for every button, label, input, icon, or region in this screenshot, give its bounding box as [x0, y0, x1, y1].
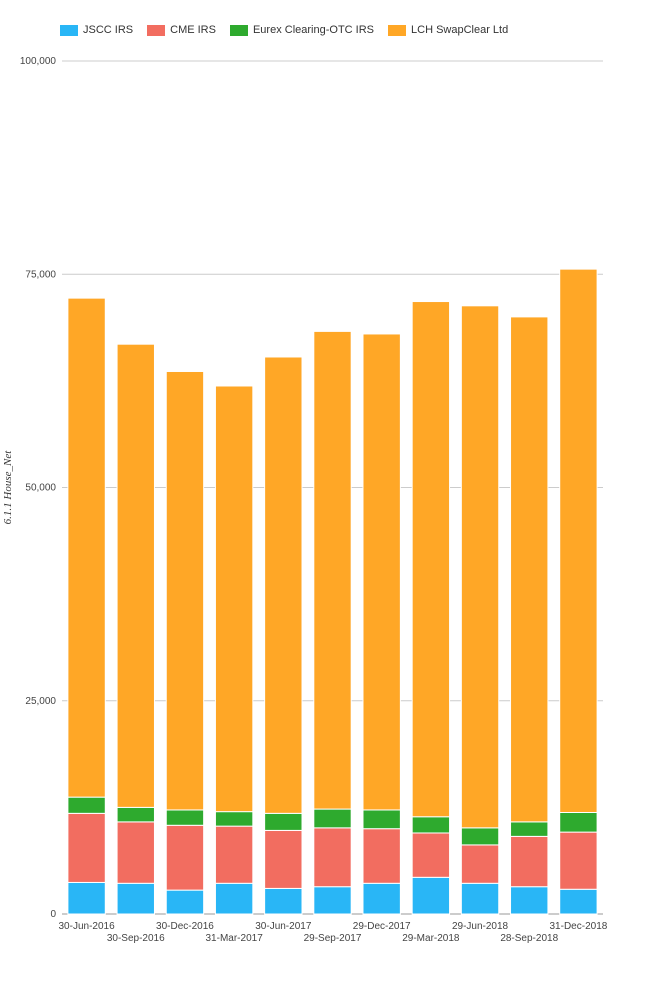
bar-segment[interactable] [214, 811, 254, 827]
legend-item[interactable]: Eurex Clearing-OTC IRS [229, 24, 375, 36]
x-tick-label: 30-Sep-2016 [107, 933, 165, 944]
bar-segment[interactable] [165, 370, 205, 811]
bar-segment[interactable] [116, 343, 155, 808]
x-tick-label: 29-Jun-2018 [452, 921, 509, 932]
legend-swatch [60, 24, 78, 36]
legend-item[interactable]: JSCC IRS [60, 24, 133, 36]
x-tick-label: 28-Sep-2018 [500, 933, 558, 944]
bar-segment[interactable] [362, 882, 401, 915]
x-tick-label: 30-Dec-2016 [156, 921, 214, 932]
y-tick-label: 100,000 [20, 56, 57, 67]
bar-segment[interactable] [362, 809, 401, 830]
bar-segment[interactable] [362, 333, 401, 811]
bar-segment[interactable] [559, 268, 598, 813]
bar-segment[interactable] [165, 809, 205, 826]
legend-label: JSCC IRS [83, 24, 134, 36]
y-tick-label: 50,000 [25, 483, 56, 494]
y-tick-label: 75,000 [25, 269, 56, 280]
bar-segment[interactable] [460, 844, 500, 884]
x-tick-label: 30-Jun-2017 [255, 921, 312, 932]
bar-groups [67, 268, 598, 915]
bar-segment[interactable] [313, 886, 352, 915]
x-tick-label: 29-Sep-2017 [304, 933, 362, 944]
legend-label: CME IRS [170, 24, 216, 36]
legend-swatch [388, 24, 407, 36]
x-tick-label: 29-Mar-2018 [402, 933, 460, 944]
bar-segment[interactable] [264, 829, 303, 889]
bar-segment[interactable] [165, 889, 205, 915]
bar-segment[interactable] [214, 882, 254, 915]
bar-segment[interactable] [214, 385, 254, 813]
bar-segment[interactable] [510, 886, 549, 915]
y-tick-label: 0 [50, 909, 56, 920]
x-tick-label: 31-Dec-2018 [550, 921, 608, 932]
bar-segment[interactable] [67, 881, 106, 915]
bar-segment[interactable] [116, 882, 155, 915]
bar-segment[interactable] [313, 827, 352, 888]
chart-legend: JSCC IRS CME IRS Eurex Clearing-OTC IRS LCH… [60, 24, 522, 36]
bar-segment[interactable] [460, 827, 500, 846]
bar-segment[interactable] [67, 796, 106, 814]
bar-segment[interactable] [411, 876, 451, 915]
bar-segment[interactable] [510, 835, 549, 888]
bar-segment[interactable] [116, 821, 155, 884]
x-tick-label: 31-Mar-2017 [206, 933, 264, 944]
bar-segment[interactable] [510, 821, 549, 837]
bar-segment[interactable] [214, 825, 254, 884]
bar-segment[interactable] [411, 816, 451, 834]
x-tick-label: 29-Dec-2017 [353, 921, 411, 932]
legend-swatch [229, 24, 248, 36]
legend-item[interactable]: LCH SwapClear Ltd [388, 24, 508, 36]
bar-segment[interactable] [510, 316, 549, 823]
bar-segment[interactable] [313, 330, 352, 810]
bar-segment[interactable] [460, 882, 500, 915]
bar-segment[interactable] [67, 297, 106, 798]
bar-segment[interactable] [559, 888, 598, 915]
x-axis-ticks: 30-Jun-201630-Sep-201630-Dec-201631-Mar-… [59, 921, 608, 944]
bar-segment[interactable] [559, 831, 598, 890]
bar-segment[interactable] [559, 811, 598, 833]
bar-segment[interactable] [411, 832, 451, 878]
legend-item[interactable]: CME IRS [147, 24, 216, 36]
bar-segment[interactable] [313, 808, 352, 829]
legend-swatch [147, 24, 166, 36]
bar-segment[interactable] [411, 301, 451, 818]
x-tick-label: 30-Jun-2016 [59, 921, 116, 932]
y-tick-label: 25,000 [25, 696, 56, 707]
bar-segment[interactable] [460, 305, 500, 829]
y-axis-title: 6.1.1 House_Net [2, 450, 14, 525]
y-axis-ticks: 0 25,000 50,000 75,000 100,000 [20, 56, 57, 920]
bar-segment[interactable] [264, 356, 303, 814]
legend-label: LCH SwapClear Ltd [411, 24, 509, 36]
bar-segment[interactable] [362, 828, 401, 884]
bar-segment[interactable] [116, 806, 155, 823]
bar-segment[interactable] [67, 812, 106, 883]
legend-label: Eurex Clearing-OTC IRS [252, 24, 375, 36]
bar-segment[interactable] [165, 824, 205, 891]
bar-segment[interactable] [264, 812, 303, 831]
bar-segment[interactable] [264, 887, 303, 915]
